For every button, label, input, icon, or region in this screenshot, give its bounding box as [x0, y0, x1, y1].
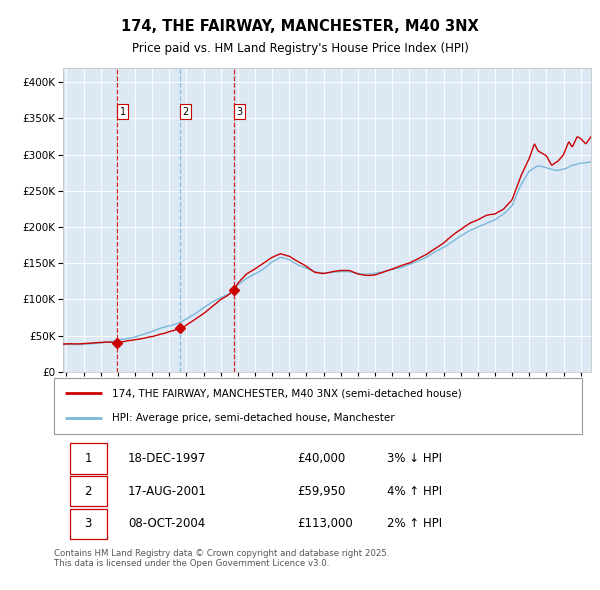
- FancyBboxPatch shape: [70, 476, 107, 506]
- FancyBboxPatch shape: [70, 443, 107, 474]
- Text: HPI: Average price, semi-detached house, Manchester: HPI: Average price, semi-detached house,…: [112, 413, 395, 423]
- Text: 2: 2: [182, 107, 189, 117]
- FancyBboxPatch shape: [54, 378, 582, 434]
- FancyBboxPatch shape: [70, 509, 107, 539]
- Text: 174, THE FAIRWAY, MANCHESTER, M40 3NX: 174, THE FAIRWAY, MANCHESTER, M40 3NX: [121, 19, 479, 34]
- Text: 1: 1: [120, 107, 126, 117]
- Text: 3: 3: [236, 107, 242, 117]
- Text: 2% ↑ HPI: 2% ↑ HPI: [386, 517, 442, 530]
- Text: 174, THE FAIRWAY, MANCHESTER, M40 3NX (semi-detached house): 174, THE FAIRWAY, MANCHESTER, M40 3NX (s…: [112, 388, 462, 398]
- Text: 1: 1: [85, 452, 92, 465]
- Text: £113,000: £113,000: [297, 517, 353, 530]
- Text: 3% ↓ HPI: 3% ↓ HPI: [386, 452, 442, 465]
- Text: 17-AUG-2001: 17-AUG-2001: [128, 484, 207, 498]
- Text: 08-OCT-2004: 08-OCT-2004: [128, 517, 205, 530]
- Text: £59,950: £59,950: [297, 484, 345, 498]
- Text: £40,000: £40,000: [297, 452, 345, 465]
- Text: Contains HM Land Registry data © Crown copyright and database right 2025.
This d: Contains HM Land Registry data © Crown c…: [54, 549, 389, 568]
- Text: Price paid vs. HM Land Registry's House Price Index (HPI): Price paid vs. HM Land Registry's House …: [131, 42, 469, 55]
- Text: 2: 2: [85, 484, 92, 498]
- Text: 3: 3: [85, 517, 92, 530]
- Text: 18-DEC-1997: 18-DEC-1997: [128, 452, 206, 465]
- Text: 4% ↑ HPI: 4% ↑ HPI: [386, 484, 442, 498]
